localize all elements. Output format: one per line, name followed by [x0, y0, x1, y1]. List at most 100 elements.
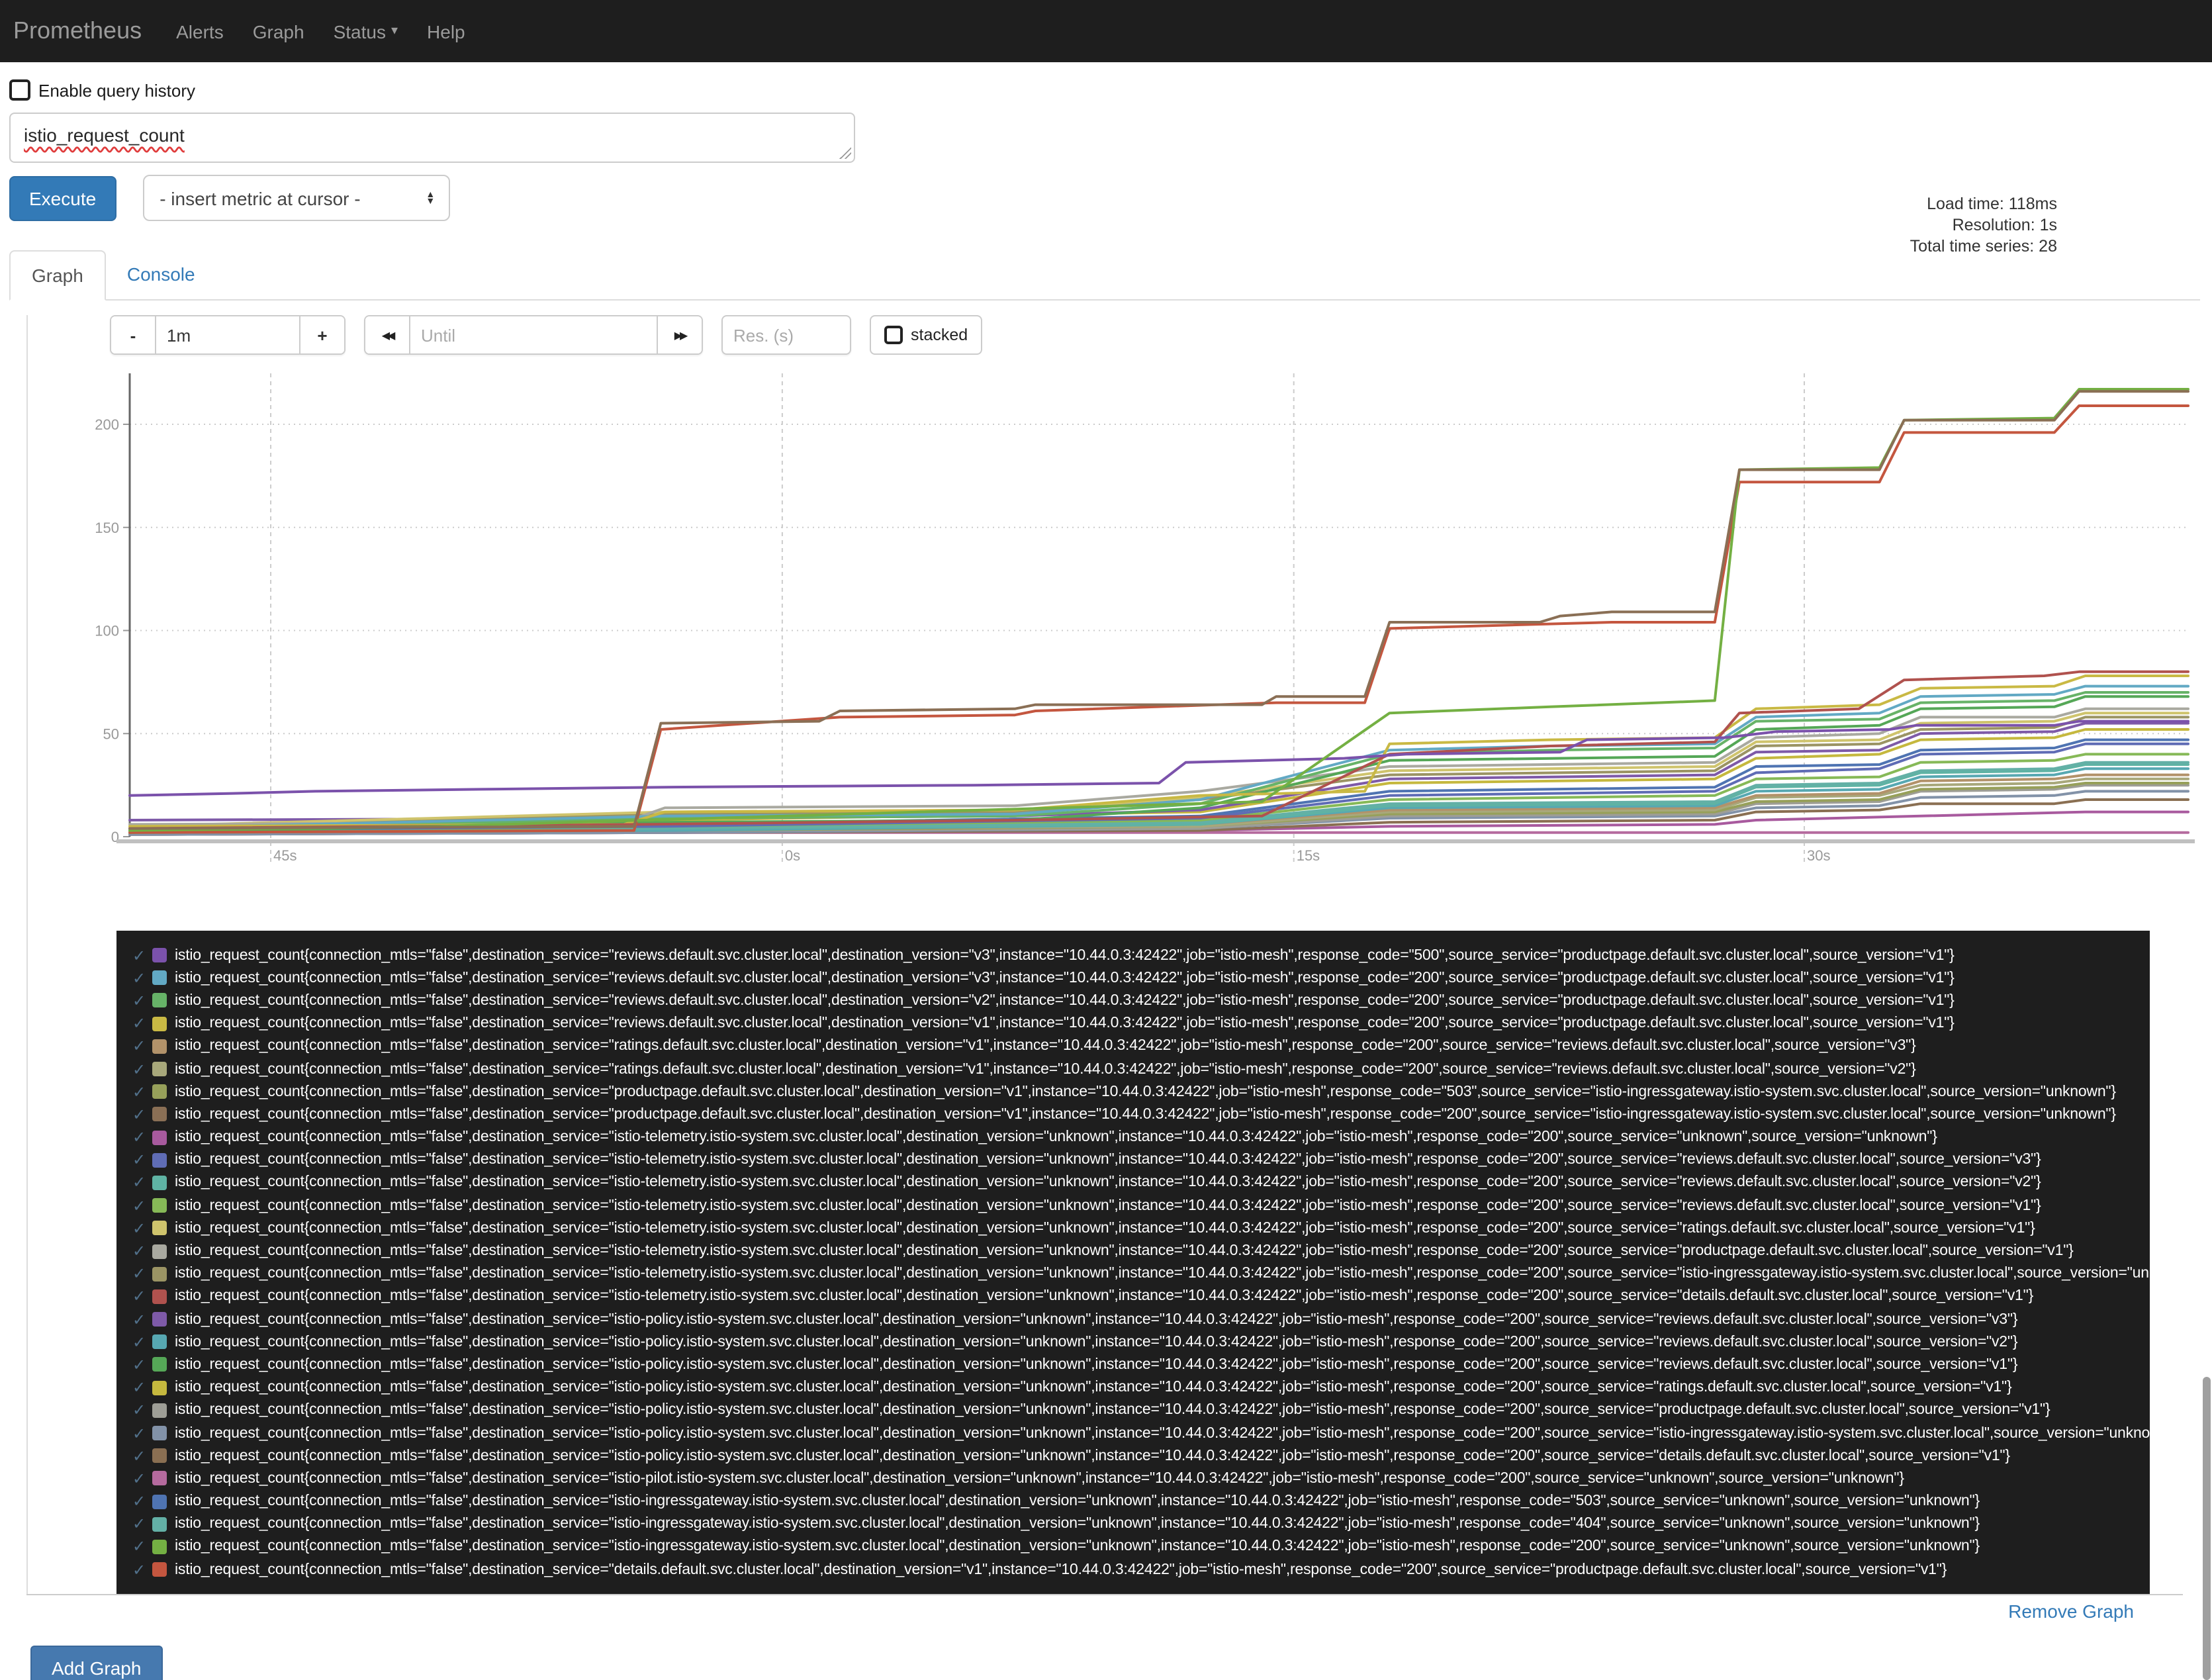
x-axis-bar: [116, 839, 2195, 843]
legend-check-icon: ✓: [132, 1264, 146, 1283]
legend-row[interactable]: ✓ istio_request_count{connection_mtls="fa…: [132, 1080, 2150, 1103]
series-color-swatch: [152, 1198, 167, 1213]
add-graph-button[interactable]: Add Graph: [30, 1646, 163, 1680]
legend-row[interactable]: ✓ istio_request_count{connection_mtls="fa…: [132, 1012, 2150, 1035]
tab-graph[interactable]: Graph: [9, 250, 106, 301]
legend-row[interactable]: ✓ istio_request_count{connection_mtls="fa…: [132, 1376, 2150, 1399]
series-color-swatch: [152, 1244, 167, 1259]
legend-row[interactable]: ✓ istio_request_count{connection_mtls="fa…: [132, 1422, 2150, 1444]
series-line: [128, 684, 2189, 830]
stacked-checkbox[interactable]: [884, 326, 903, 344]
y-axis-tick-label: 50: [103, 725, 119, 742]
legend-series-label: istio_request_count{connection_mtls="fal…: [175, 1015, 1955, 1032]
range-input[interactable]: 1m: [156, 316, 299, 353]
app-brand[interactable]: Prometheus: [13, 17, 142, 44]
series-color-swatch: [152, 1084, 167, 1099]
legend-check-icon: ✓: [132, 1150, 146, 1170]
insert-metric-select[interactable]: - insert metric at cursor - ▲ ▼: [142, 175, 450, 221]
until-input-group: ◀◀ Until ▶▶: [364, 315, 703, 355]
legend-row[interactable]: ✓ istio_request_count{connection_mtls="fa…: [132, 1194, 2150, 1217]
legend-row[interactable]: ✓ istio_request_count{connection_mtls="fa…: [132, 1148, 2150, 1171]
series-color-swatch: [152, 1039, 167, 1054]
legend-series-label: istio_request_count{connection_mtls="fal…: [175, 1334, 2018, 1350]
legend-row[interactable]: ✓ istio_request_count{connection_mtls="fa…: [132, 1399, 2150, 1422]
series-color-swatch: [152, 948, 167, 963]
legend-row[interactable]: ✓ istio_request_count{connection_mtls="fa…: [132, 1035, 2150, 1058]
until-input[interactable]: Until: [410, 316, 657, 353]
legend-series-label: istio_request_count{connection_mtls="fal…: [175, 1038, 1916, 1054]
expression-input[interactable]: istio_request_count: [9, 113, 855, 163]
legend-row[interactable]: ✓ istio_request_count{connection_mtls="fa…: [132, 1240, 2150, 1262]
legend-series-label: istio_request_count{connection_mtls="fal…: [175, 1243, 2074, 1260]
legend-check-icon: ✓: [132, 1014, 146, 1033]
legend-row[interactable]: ✓ istio_request_count{connection_mtls="fa…: [132, 1058, 2150, 1080]
query-history-checkbox[interactable]: [9, 79, 30, 101]
graph-console-tabs: Graph Console: [9, 250, 2200, 301]
range-decrease-button[interactable]: -: [111, 316, 156, 353]
page-scrollbar-thumb[interactable]: [2203, 1377, 2211, 1680]
tab-console[interactable]: Console: [126, 263, 195, 285]
execute-button[interactable]: Execute: [9, 175, 116, 220]
legend-row[interactable]: ✓ istio_request_count{connection_mtls="fa…: [132, 1172, 2150, 1194]
legend-row[interactable]: ✓ istio_request_count{connection_mtls="fa…: [132, 1558, 2150, 1581]
legend-series-label: istio_request_count{connection_mtls="fal…: [175, 1402, 2051, 1419]
legend-check-icon: ✓: [132, 1332, 146, 1352]
x-axis-tick-label: 30s: [1807, 847, 1830, 864]
legend-row[interactable]: ✓ istio_request_count{connection_mtls="fa…: [132, 944, 2150, 966]
legend-row[interactable]: ✓ istio_request_count{connection_mtls="fa…: [132, 1103, 2150, 1126]
legend-check-icon: ✓: [132, 1196, 146, 1215]
series-color-swatch: [152, 1130, 167, 1145]
nav-item-status[interactable]: Status ▾: [319, 21, 412, 42]
legend-row[interactable]: ✓ istio_request_count{connection_mtls="fa…: [132, 1285, 2150, 1308]
legend-series-label: istio_request_count{connection_mtls="fal…: [175, 1562, 1947, 1578]
legend-row[interactable]: ✓ istio_request_count{connection_mtls="fa…: [132, 1308, 2150, 1330]
legend-row[interactable]: ✓ istio_request_count{connection_mtls="fa…: [132, 1354, 2150, 1376]
legend-check-icon: ✓: [132, 1378, 146, 1397]
legend-check-icon: ✓: [132, 1537, 146, 1556]
legend-row[interactable]: ✓ istio_request_count{connection_mtls="fa…: [132, 1468, 2150, 1490]
series-line: [128, 720, 2189, 797]
legend-row[interactable]: ✓ istio_request_count{connection_mtls="fa…: [132, 1513, 2150, 1535]
expression-text: istio_request_count: [24, 124, 185, 146]
pane-bottom-border: [26, 1594, 2183, 1596]
legend-row[interactable]: ✓ istio_request_count{connection_mtls="fa…: [132, 990, 2150, 1012]
stacked-toggle[interactable]: stacked: [870, 315, 983, 355]
range-increase-button[interactable]: +: [299, 316, 344, 353]
legend-row[interactable]: ✓ istio_request_count{connection_mtls="fa…: [132, 1330, 2150, 1353]
legend-row[interactable]: ✓ istio_request_count{connection_mtls="fa…: [132, 1262, 2150, 1285]
remove-graph-link[interactable]: Remove Graph: [2008, 1601, 2134, 1622]
legend-series-label: istio_request_count{connection_mtls="fal…: [175, 1356, 2018, 1373]
y-axis-tick-label: 150: [95, 520, 119, 536]
resize-grip-icon[interactable]: [839, 147, 851, 159]
rewind-button[interactable]: ◀◀: [365, 316, 410, 353]
legend-check-icon: ✓: [132, 1173, 146, 1192]
legend-series-label: istio_request_count{connection_mtls="fal…: [175, 1174, 2041, 1191]
legend-row[interactable]: ✓ istio_request_count{connection_mtls="fa…: [132, 966, 2150, 989]
legend-check-icon: ✓: [132, 1287, 146, 1306]
series-color-swatch: [152, 1334, 167, 1350]
legend-series-label: istio_request_count{connection_mtls="fal…: [175, 1084, 2116, 1100]
resolution-input[interactable]: Res. (s): [721, 315, 851, 355]
series-color-swatch: [152, 1062, 167, 1077]
select-arrows-icon: ▲ ▼: [426, 190, 436, 206]
legend-check-icon: ✓: [132, 1560, 146, 1579]
series-color-swatch: [152, 1289, 167, 1304]
series-color-swatch: [152, 1448, 167, 1464]
legend-series-label: istio_request_count{connection_mtls="fal…: [175, 992, 1955, 1009]
stat-resolution: Resolution: 1s: [1952, 216, 2057, 234]
nav-item-help[interactable]: Help: [427, 21, 465, 42]
series-color-swatch: [152, 1380, 167, 1395]
legend-row[interactable]: ✓ istio_request_count{connection_mtls="fa…: [132, 1444, 2150, 1467]
legend-series-label: istio_request_count{connection_mtls="fal…: [175, 1516, 1980, 1532]
legend-row[interactable]: ✓ istio_request_count{connection_mtls="fa…: [132, 1490, 2150, 1513]
nav-item-alerts[interactable]: Alerts: [176, 21, 224, 42]
nav-item-graph[interactable]: Graph: [252, 21, 304, 42]
time-series-chart[interactable]: 0 50 100 150 200 45s 0s 15s 30s: [70, 373, 2212, 894]
legend-row[interactable]: ✓ istio_request_count{connection_mtls="fa…: [132, 1126, 2150, 1148]
legend-row[interactable]: ✓ istio_request_count{connection_mtls="fa…: [132, 1536, 2150, 1558]
legend-row[interactable]: ✓ istio_request_count{connection_mtls="fa…: [132, 1217, 2150, 1240]
series-color-swatch: [152, 1175, 167, 1190]
y-axis-tick-label: 200: [95, 416, 119, 433]
forward-button[interactable]: ▶▶: [657, 316, 702, 353]
